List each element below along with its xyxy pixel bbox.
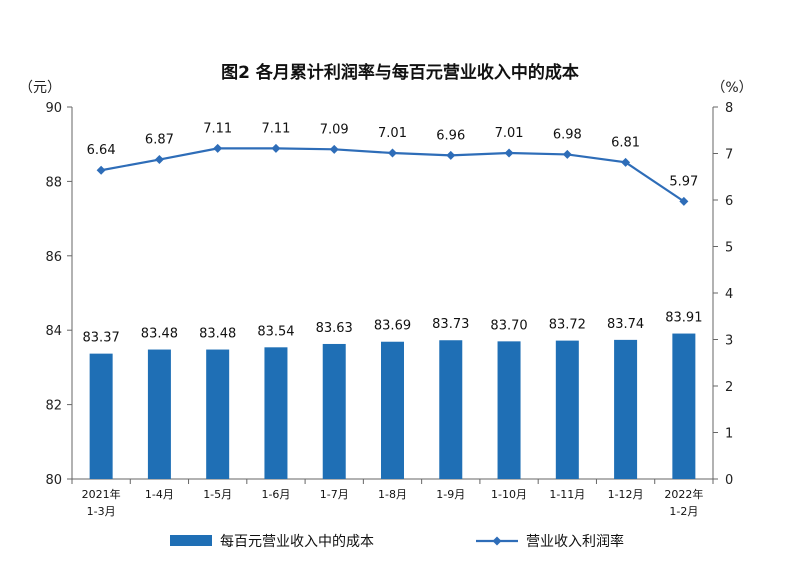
right-tick-label: 0 (725, 473, 733, 488)
bar-data-label: 83.63 (316, 321, 353, 336)
bar-data-label: 83.74 (607, 317, 644, 332)
bar-data-label: 83.54 (257, 324, 294, 339)
legend-bar-swatch (170, 535, 212, 546)
line-point (271, 143, 281, 153)
line-data-label: 7.01 (378, 126, 407, 141)
line-data-label: 6.96 (436, 128, 465, 143)
line-data-label: 7.01 (495, 126, 524, 141)
bar (555, 340, 579, 479)
x-tick-label: 1-12月 (608, 488, 644, 501)
right-tick-label: 1 (725, 427, 733, 442)
left-tick-label: 86 (45, 250, 62, 265)
right-tick-label: 6 (725, 194, 733, 209)
left-axis-unit: （元） (19, 80, 61, 96)
line-point (621, 157, 631, 167)
bar-data-label: 83.48 (199, 327, 236, 342)
line-data-label: 6.64 (87, 143, 116, 158)
line-data-label: 6.87 (145, 133, 174, 148)
bar-data-label: 83.48 (141, 327, 178, 342)
x-tick-label: 2021年 1-3月 (82, 487, 121, 518)
bar-data-label: 83.69 (374, 319, 411, 334)
line-point (213, 143, 223, 153)
bar-data-label: 83.70 (490, 318, 527, 333)
bar (614, 339, 638, 479)
line-point (562, 149, 572, 159)
bar (264, 347, 288, 479)
bar (147, 349, 171, 479)
bar (89, 353, 113, 479)
right-tick-label: 7 (725, 148, 733, 163)
line-point (96, 165, 106, 175)
x-tick-label: 1-7月 (320, 488, 349, 501)
bar-data-label: 83.73 (432, 317, 469, 332)
right-axis-unit: （%） (711, 80, 752, 96)
left-tick-label: 90 (45, 101, 62, 116)
line-point (679, 196, 689, 206)
x-tick-label: 1-8月 (378, 488, 407, 501)
x-tick-label: 1-11月 (549, 488, 585, 501)
line-point (388, 148, 397, 158)
chart-title: 图2 各月累计利润率与每百元营业收入中的成本 (221, 62, 579, 83)
x-tick-label: 1-5月 (203, 488, 232, 501)
left-tick-label: 84 (45, 324, 62, 339)
legend-line-marker (492, 536, 502, 546)
bar (497, 341, 521, 479)
left-tick-label: 80 (45, 473, 62, 488)
line-point (446, 150, 456, 160)
bar (439, 340, 463, 479)
line-data-label: 6.81 (611, 135, 640, 150)
line-point (154, 155, 164, 165)
line-data-label: 7.11 (203, 121, 232, 136)
line-point (504, 148, 514, 158)
x-tick-label: 1-10月 (491, 488, 527, 501)
line-data-label: 7.11 (261, 121, 290, 136)
line-data-label: 7.09 (320, 122, 349, 137)
x-tick-label: 2022年 1-2月 (664, 487, 703, 518)
bar (381, 341, 404, 479)
line-data-label: 5.97 (669, 174, 698, 189)
x-tick-label: 1-9月 (436, 488, 465, 501)
right-tick-label: 8 (725, 101, 733, 116)
bar-data-label: 83.37 (83, 331, 120, 346)
right-tick-label: 3 (725, 334, 733, 349)
bar-data-label: 83.72 (549, 318, 586, 333)
x-tick-label: 1-6月 (261, 488, 290, 501)
right-tick-label: 4 (725, 287, 733, 302)
bar (672, 333, 696, 479)
bar (322, 343, 346, 479)
legend-line-label: 营业收入利润率 (526, 533, 624, 550)
line-data-label: 6.98 (553, 127, 582, 142)
line-point (329, 144, 339, 154)
right-tick-label: 2 (725, 380, 733, 395)
bar (206, 349, 230, 479)
right-tick-label: 5 (725, 241, 733, 256)
left-tick-label: 88 (45, 175, 62, 190)
left-tick-label: 82 (45, 399, 62, 414)
bar-data-label: 83.91 (665, 311, 702, 326)
x-tick-label: 1-4月 (145, 488, 174, 501)
legend-bar-label: 每百元营业收入中的成本 (220, 534, 374, 550)
